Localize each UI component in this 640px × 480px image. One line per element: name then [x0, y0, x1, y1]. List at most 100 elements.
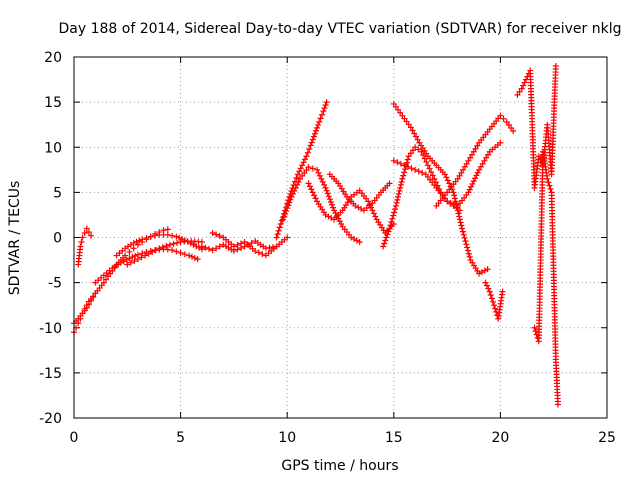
data-point	[81, 229, 88, 236]
data-point	[414, 136, 421, 143]
series-track-scatter-22	[531, 148, 561, 408]
data-point	[420, 152, 427, 159]
data-point	[322, 102, 329, 109]
data-point	[248, 239, 255, 246]
data-point	[259, 251, 266, 258]
data-point	[470, 148, 477, 155]
data-point	[411, 130, 418, 137]
data-point	[457, 219, 464, 226]
x-tick-label: 15	[385, 430, 403, 446]
data-point	[311, 192, 318, 199]
data-point	[532, 328, 539, 335]
data-point	[312, 195, 319, 202]
data-point	[277, 220, 284, 227]
data-point	[191, 254, 198, 261]
data-point	[472, 145, 479, 152]
data-point	[372, 213, 379, 220]
data-point	[382, 237, 389, 244]
data-point	[395, 193, 402, 200]
data-point	[309, 189, 316, 196]
data-point	[286, 199, 293, 206]
data-point	[77, 243, 84, 250]
data-point	[510, 128, 517, 135]
data-point	[304, 149, 311, 156]
data-point	[202, 244, 209, 251]
series-track-wave-17	[390, 139, 504, 209]
data-point	[300, 159, 307, 166]
data-point	[305, 164, 312, 171]
tick-layer: 0 5 10 15 20 25 -20 -15 -10 -5 0 5 10 15 20	[39, 50, 616, 446]
data-point	[497, 139, 504, 146]
data-point	[508, 124, 515, 131]
x-tick-label: 20	[491, 430, 509, 446]
data-point	[514, 91, 521, 98]
data-point	[159, 244, 166, 251]
data-point	[451, 192, 458, 199]
data-point	[380, 243, 387, 250]
data-point	[407, 150, 414, 157]
data-point	[462, 238, 469, 245]
y-tick-label: -15	[39, 366, 62, 382]
data-point	[369, 207, 376, 214]
data-point	[467, 154, 474, 161]
data-point	[307, 142, 314, 149]
data-point	[468, 183, 475, 190]
data-point	[466, 253, 473, 260]
data-point	[326, 196, 333, 203]
data-point	[443, 174, 450, 181]
data-point	[431, 175, 438, 182]
data-point	[163, 242, 170, 249]
series-track-scatter-21	[514, 63, 559, 191]
data-point	[308, 186, 315, 193]
data-point	[535, 153, 542, 160]
data-point	[387, 222, 394, 229]
data-point	[365, 198, 372, 205]
data-point	[503, 118, 510, 125]
data-point	[484, 151, 491, 158]
data-point	[426, 165, 433, 172]
data-point	[389, 215, 396, 222]
data-point	[459, 228, 466, 235]
data-point	[145, 250, 152, 257]
data-point	[296, 168, 303, 175]
data-point	[186, 252, 193, 259]
data-point	[441, 171, 448, 178]
data-point	[176, 234, 183, 241]
data-point	[476, 166, 483, 173]
series-track-hump-1	[92, 246, 201, 286]
grid-layer	[74, 57, 607, 418]
data-point	[469, 180, 476, 187]
data-point	[392, 202, 399, 209]
data-point	[79, 310, 86, 317]
data-point	[481, 157, 488, 164]
data-point	[405, 153, 412, 160]
data-point	[516, 88, 523, 95]
data-point	[460, 231, 467, 238]
x-tick-label: 10	[278, 430, 296, 446]
data-point	[312, 127, 319, 134]
data-point	[299, 162, 306, 169]
data-point	[331, 207, 338, 214]
data-point	[152, 247, 159, 254]
data-point	[149, 248, 156, 255]
data-point	[314, 124, 321, 131]
data-point	[456, 172, 463, 179]
data-point	[464, 247, 471, 254]
data-point	[384, 231, 391, 238]
data-point	[465, 157, 472, 164]
data-point	[505, 121, 512, 128]
data-point	[209, 229, 216, 236]
data-point	[177, 249, 184, 256]
data-point	[309, 165, 316, 172]
data-point	[319, 111, 326, 118]
data-point	[142, 252, 149, 259]
data-point	[127, 259, 134, 266]
data-point	[138, 254, 145, 261]
data-point	[130, 239, 137, 246]
plot-frame	[73, 56, 608, 419]
data-point	[465, 189, 472, 196]
data-point	[316, 172, 323, 179]
y-tick-label: 0	[53, 231, 62, 247]
data-point	[460, 166, 467, 173]
chart-title: Day 188 of 2014, Sidereal Day-to-day VTE…	[59, 21, 622, 37]
